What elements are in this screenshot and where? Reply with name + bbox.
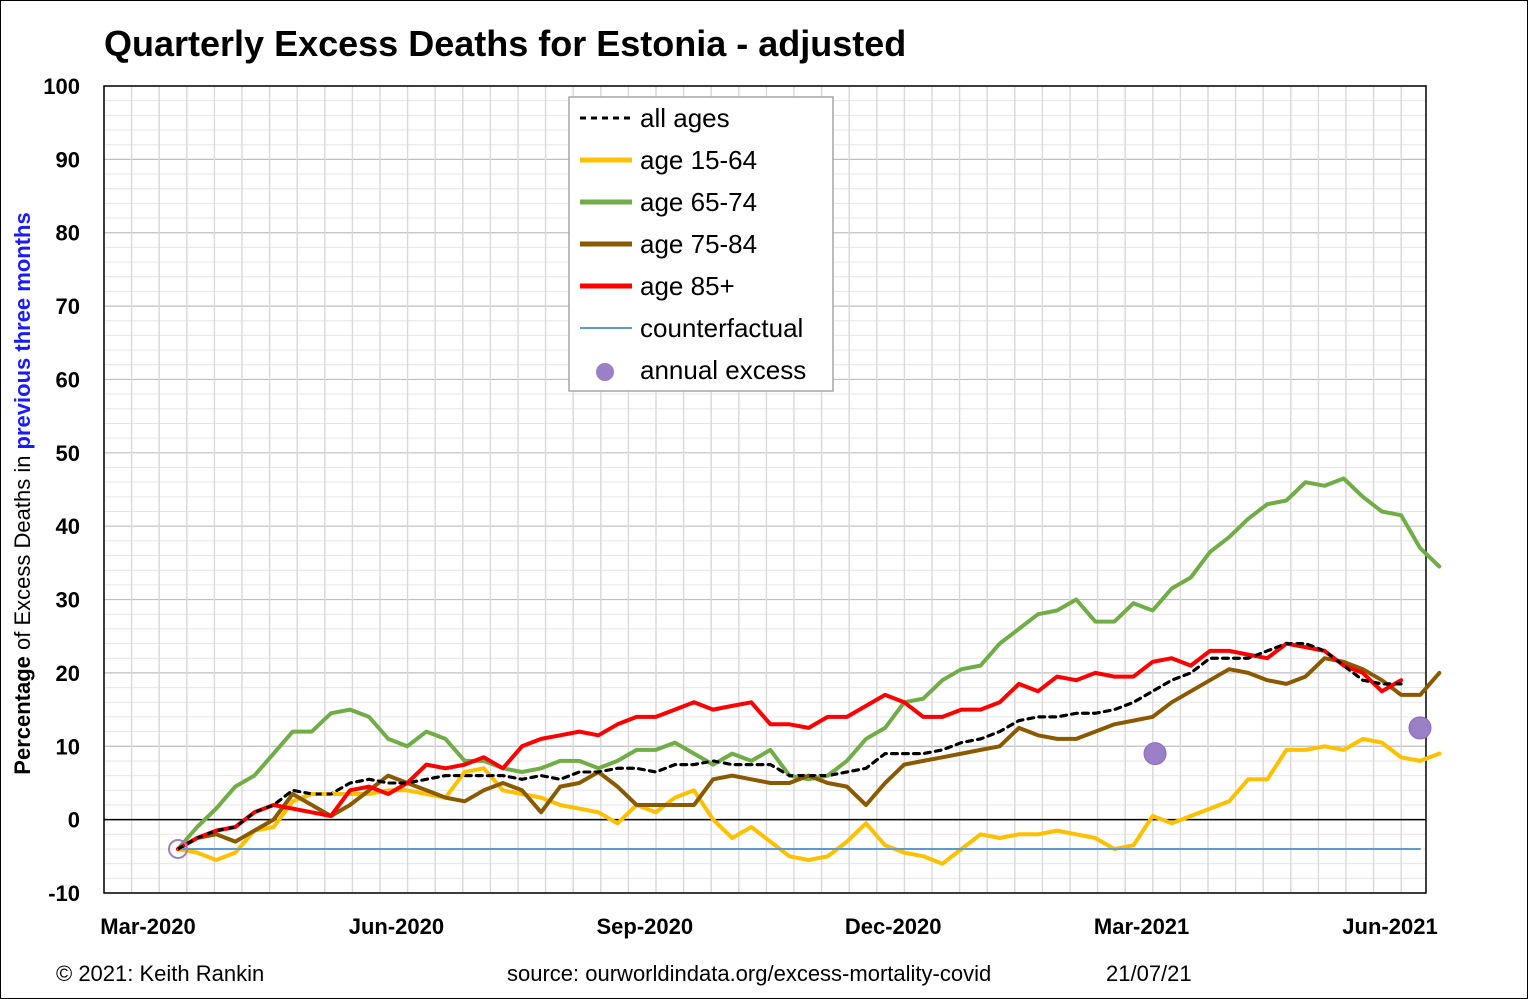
y-tick-label: 70 bbox=[56, 294, 80, 319]
chart-title: Quarterly Excess Deaths for Estonia - ad… bbox=[104, 23, 906, 64]
legend-label: annual excess bbox=[640, 355, 806, 385]
annual-excess-points bbox=[168, 716, 1432, 859]
copyright-text: © 2021: Keith Rankin bbox=[56, 961, 264, 986]
legend-label: age 75-84 bbox=[640, 229, 757, 259]
legend-label: counterfactual bbox=[640, 313, 803, 343]
x-axis-ticks: Mar-2020 Jun-2020 Sep-2020 Dec-2020 Mar-2021… bbox=[100, 914, 1437, 939]
x-tick-label: Mar-2020 bbox=[100, 914, 195, 939]
y-tick-label: 80 bbox=[56, 221, 80, 246]
series-line-age-75-84 bbox=[176, 656, 1442, 851]
source-text: source: ourworldindata.org/excess-mortal… bbox=[507, 961, 991, 986]
y-tick-label: 90 bbox=[56, 147, 80, 172]
legend-marker bbox=[596, 363, 614, 381]
y-axis-ticks: -10 0 10 20 30 40 50 60 70 80 90 100 bbox=[43, 74, 80, 906]
series-line-age-85- bbox=[176, 641, 1404, 851]
x-tick-label: Mar-2021 bbox=[1094, 914, 1189, 939]
annual-excess-point bbox=[1143, 742, 1167, 766]
plot-border bbox=[103, 85, 1427, 894]
x-tick-label: Dec-2020 bbox=[845, 914, 942, 939]
legend: all ages age 15-64 age 65-74 age 75-84 age 8… bbox=[568, 96, 834, 392]
legend-label: age 85+ bbox=[640, 271, 735, 301]
y-tick-label: 100 bbox=[43, 74, 80, 99]
series-line-age-15-64 bbox=[176, 736, 1442, 866]
series-line-all-ages-overlay bbox=[177, 642, 1402, 851]
y-tick-label: -10 bbox=[48, 881, 80, 906]
y-tick-label: 50 bbox=[56, 441, 80, 466]
y-axis-label-part: Percentage bbox=[10, 656, 35, 775]
annual-excess-point bbox=[168, 838, 188, 859]
y-tick-label: 20 bbox=[56, 661, 80, 686]
y-axis-label-part: of Excess Deaths in bbox=[10, 449, 35, 656]
y-axis-label-part: previous three months bbox=[10, 212, 35, 449]
y-tick-label: 10 bbox=[56, 734, 80, 759]
date-text: 21/07/21 bbox=[1106, 961, 1192, 986]
series-line-age-65-74 bbox=[176, 476, 1442, 851]
y-tick-label: 30 bbox=[56, 588, 80, 613]
y-axis-label: Percentage of Excess Deaths in previous … bbox=[10, 212, 35, 774]
series-lines bbox=[176, 476, 1442, 866]
x-tick-label: Sep-2020 bbox=[596, 914, 693, 939]
x-tick-label: Jun-2020 bbox=[349, 914, 444, 939]
legend-label: age 65-74 bbox=[640, 187, 757, 217]
y-tick-label: 0 bbox=[68, 808, 80, 833]
x-tick-label: Jun-2021 bbox=[1342, 914, 1437, 939]
legend-label: age 15-64 bbox=[640, 145, 757, 175]
y-tick-label: 40 bbox=[56, 514, 80, 539]
y-tick-label: 60 bbox=[56, 367, 80, 392]
annual-excess-point bbox=[1408, 716, 1432, 740]
legend-label: all ages bbox=[640, 103, 730, 133]
